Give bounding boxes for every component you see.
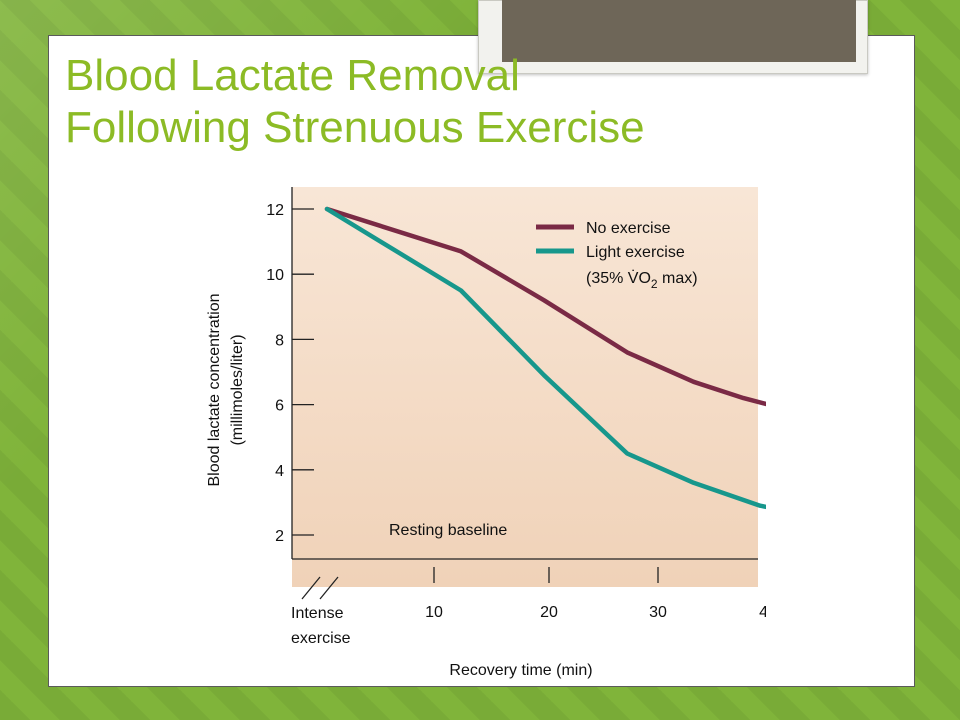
y-tick-label-12: 12 — [266, 202, 284, 219]
series-line-light-exercise — [324, 206, 766, 510]
plot-area — [292, 187, 758, 587]
slide-title-line1: Blood Lactate Removal — [65, 51, 520, 100]
y-tick-label-8: 8 — [275, 332, 284, 349]
axis-break-mark-1 — [301, 576, 321, 600]
legend-label-no-exercise: No exercise — [586, 220, 671, 237]
slide-title: Blood Lactate Removal Following Strenuou… — [65, 50, 645, 154]
decorative-header-tab-fill — [502, 0, 856, 62]
y-tick-label-2: 2 — [275, 528, 284, 545]
lactate-chart: Blood lactate concentration (millimoles/… — [206, 187, 766, 679]
series-line-no-exercise — [324, 206, 766, 407]
y-tick-label-4: 4 — [275, 463, 284, 480]
x-tick-label-40: 40 — [759, 604, 766, 621]
x-start-label-line1: Intense — [291, 605, 344, 622]
y-axis-label-line1: Blood lactate concentration — [206, 293, 223, 486]
legend-label-light-exercise-detail: (35% V̇O2 max) — [586, 269, 698, 291]
y-axis-label-line2: (millimoles/liter) — [229, 334, 246, 445]
legend-label-light-exercise: Light exercise — [586, 244, 685, 261]
y-tick-label-10: 10 — [266, 267, 284, 284]
resting-baseline-annotation: Resting baseline — [389, 522, 507, 539]
x-tick-label-30: 30 — [649, 604, 667, 621]
slide-title-line2: Following Strenuous Exercise — [65, 103, 645, 152]
x-tick-label-20: 20 — [540, 604, 558, 621]
x-start-label-line2: exercise — [291, 630, 351, 647]
y-tick-label-6: 6 — [275, 398, 284, 415]
x-tick-label-10: 10 — [425, 604, 443, 621]
legend: No exercise Light exercise (35% V̇O2 max… — [536, 220, 698, 291]
x-axis-label: Recovery time (min) — [449, 662, 592, 679]
axis-break-mark-2 — [319, 576, 339, 600]
